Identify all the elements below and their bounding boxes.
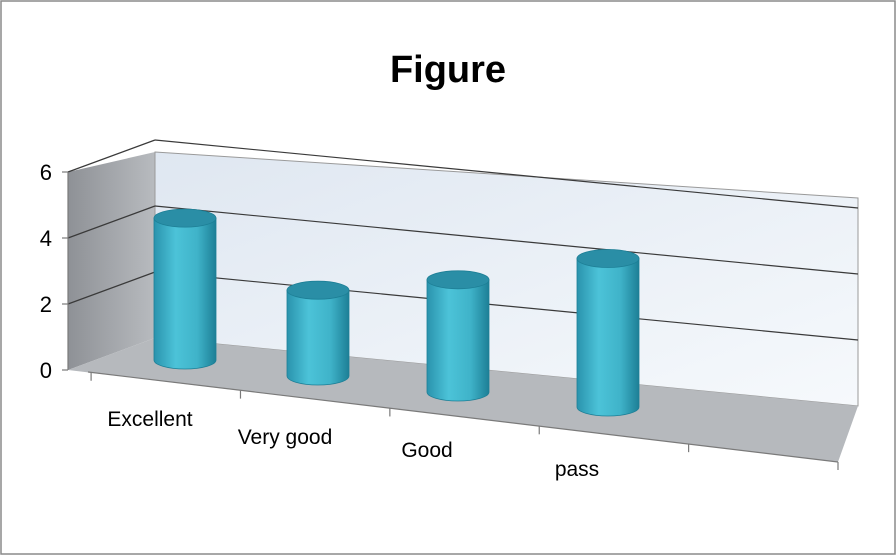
bar-top bbox=[576, 249, 640, 268]
chart-side-wall bbox=[68, 152, 155, 370]
y-tick-label: 2 bbox=[40, 292, 52, 317]
bar-top bbox=[426, 270, 490, 290]
bar-body bbox=[153, 217, 217, 370]
gridline bbox=[154, 205, 859, 275]
x-tick-label: Excellent bbox=[107, 408, 192, 431]
x-tick-label: pass bbox=[555, 458, 599, 481]
bar bbox=[576, 249, 640, 417]
bar-series bbox=[153, 208, 640, 417]
y-tick-label: 6 bbox=[40, 160, 52, 185]
chart-gridlines bbox=[67, 139, 859, 341]
bar-top bbox=[286, 280, 350, 300]
y-tick-label: 0 bbox=[40, 358, 52, 383]
gridline bbox=[67, 271, 156, 305]
x-axis: Excellent Very good Good pass bbox=[87, 371, 839, 481]
x-axis-line bbox=[87, 371, 839, 463]
gridline bbox=[67, 139, 156, 173]
bar-body bbox=[576, 258, 640, 417]
y-tick-label: 4 bbox=[40, 226, 52, 251]
bar bbox=[286, 280, 350, 386]
y-axis: 0 2 4 6 bbox=[40, 160, 69, 383]
chart-title: Figure bbox=[390, 49, 506, 91]
bar bbox=[153, 208, 217, 370]
gridline bbox=[154, 139, 859, 209]
bar-body bbox=[426, 279, 490, 402]
gridline bbox=[154, 271, 859, 341]
gridline bbox=[67, 205, 156, 239]
bar bbox=[426, 270, 490, 402]
bar-top bbox=[153, 208, 217, 228]
bar-body bbox=[286, 289, 350, 386]
x-tick-label: Good bbox=[401, 439, 452, 462]
x-tick-label: Very good bbox=[238, 426, 333, 449]
